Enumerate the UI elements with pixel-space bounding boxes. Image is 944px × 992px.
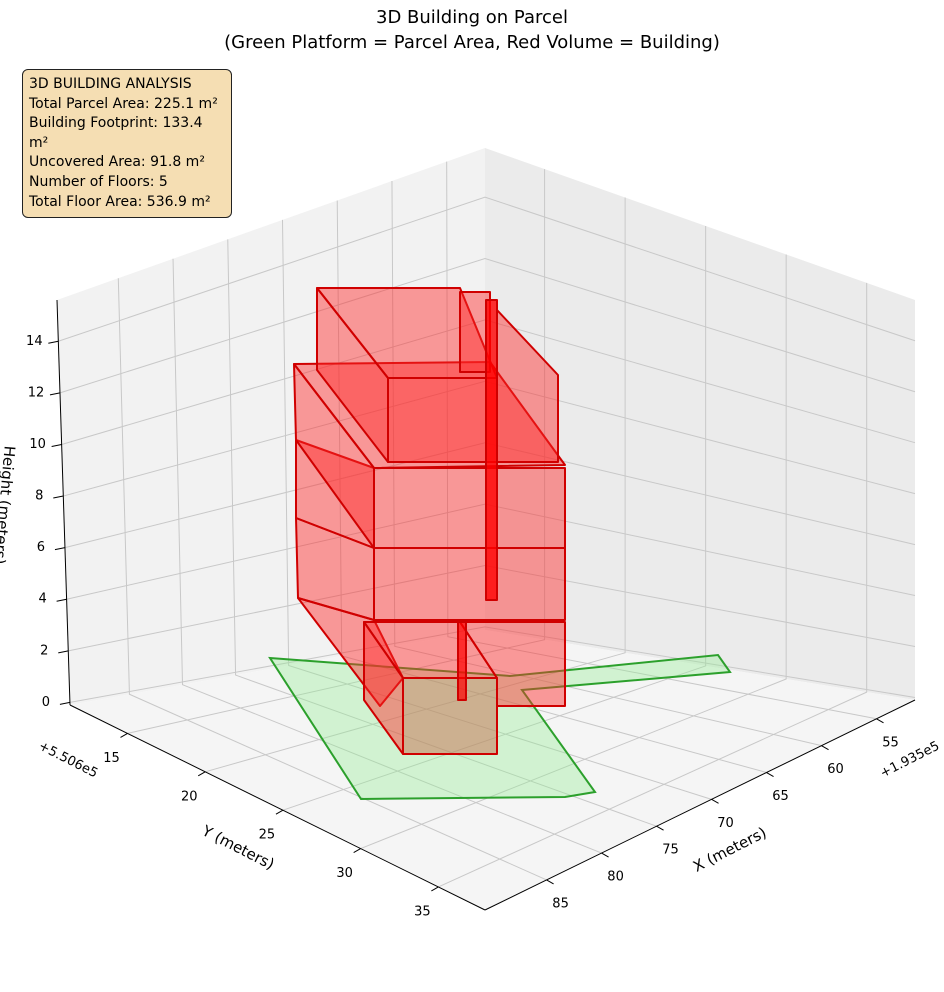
axis-line	[484, 699, 916, 911]
z-axis-label: Height (meters)	[0, 445, 19, 565]
building-column	[457, 621, 467, 701]
y-tick-label: 35	[414, 904, 431, 919]
y-tick	[431, 886, 439, 892]
x-tick-label: 60	[827, 762, 844, 777]
x-tick	[601, 852, 609, 858]
building-face	[373, 467, 566, 549]
x-tick-label: 55	[882, 735, 899, 750]
y-tick	[120, 732, 128, 738]
x-tick	[821, 745, 829, 751]
grid-line	[282, 225, 707, 811]
z-tick	[49, 392, 61, 396]
grid-line	[172, 258, 602, 854]
x-tick	[546, 879, 554, 885]
building-face	[459, 621, 566, 707]
info-box: 3D BUILDING ANALYSIS Total Parcel Area: 2…	[22, 69, 232, 219]
building-face	[293, 363, 375, 549]
grid-line	[360, 254, 787, 850]
y-offset-label: +5.506e5	[36, 739, 100, 782]
grid-line	[59, 257, 916, 394]
info-line: Uncovered Area: 91.8 m²	[29, 154, 205, 171]
parcel-platform	[268, 653, 732, 801]
z-tick-label: 2	[40, 643, 48, 658]
z-tick	[53, 495, 64, 499]
info-line: Total Parcel Area: 225.1 m²	[29, 95, 218, 112]
building-column	[485, 299, 498, 601]
info-line: Building Footprint: 133.4 m²	[29, 115, 203, 151]
y-tick	[197, 771, 206, 777]
floor-pane	[70, 630, 915, 910]
grid-line	[281, 219, 712, 800]
z-tick	[56, 598, 67, 602]
x-tick	[766, 772, 774, 777]
chart-title: 3D Building on Parcel	[376, 7, 568, 28]
building-face	[402, 677, 498, 755]
building-face	[373, 547, 566, 621]
axes: 55 60 65 70 75 80 85 15 20 25 30 35 0 2 4 6 8 10 12 14	[26, 299, 916, 919]
x-tick-label: 75	[662, 843, 679, 858]
y-tick	[353, 848, 361, 854]
x-tick	[711, 798, 719, 804]
z-tick-label: 4	[38, 592, 46, 607]
y-tick-label: 25	[259, 828, 276, 843]
info-line: Total Floor Area: 536.9 m²	[29, 193, 211, 210]
z-tick-label: 6	[37, 540, 45, 555]
building-face	[387, 377, 498, 463]
grid-line	[69, 626, 916, 703]
building-scene	[268, 287, 732, 801]
grid-line	[127, 169, 546, 734]
z-tick	[54, 547, 66, 551]
y-tick-label: 30	[336, 866, 353, 881]
z-tick	[48, 340, 59, 344]
y-tick	[275, 809, 284, 815]
grid-line	[205, 197, 626, 773]
axis-line	[69, 704, 486, 911]
z-tick-label: 12	[28, 385, 45, 400]
grid-line	[117, 278, 547, 881]
z-tick	[58, 650, 69, 654]
x-tick-label: 65	[772, 789, 789, 804]
x-tick-label: 80	[607, 870, 624, 885]
z-tick-label: 10	[29, 437, 46, 452]
back-right-pane	[485, 148, 915, 700]
x-tick-label: 85	[552, 896, 569, 911]
z-tick-label: 14	[26, 334, 43, 349]
z-tick	[51, 443, 62, 447]
info-line: 3D BUILDING ANALYSIS	[29, 76, 192, 92]
grid-line	[446, 161, 877, 720]
info-line: Number of Floors: 5	[29, 173, 168, 190]
x-tick	[656, 825, 664, 831]
grid-line	[391, 181, 822, 747]
x-tick	[876, 718, 884, 724]
chart-subtitle: (Green Platform = Parcel Area, Red Volum…	[224, 32, 720, 53]
x-tick-label: 70	[717, 816, 734, 831]
z-tick	[59, 701, 71, 705]
grid-line	[58, 196, 916, 342]
z-tick-label: 8	[35, 489, 43, 504]
axis-line	[56, 299, 71, 706]
grid-line	[438, 282, 868, 888]
grid-line	[227, 239, 657, 827]
y-tick-label: 20	[181, 789, 198, 804]
x-axis-label: X (meters)	[690, 823, 769, 875]
y-tick-label: 15	[103, 751, 120, 766]
z-tick-label: 0	[42, 695, 50, 710]
